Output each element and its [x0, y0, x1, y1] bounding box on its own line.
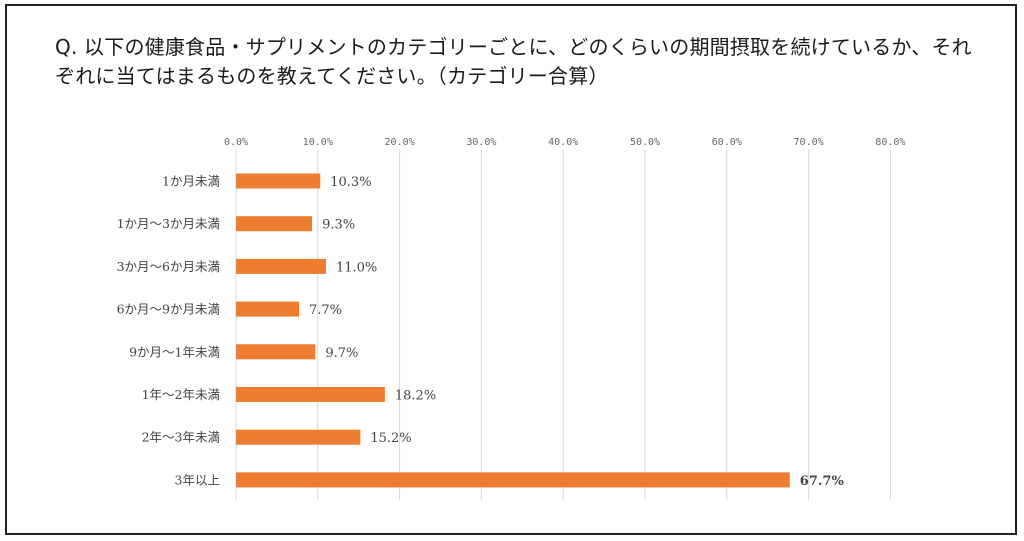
bar [236, 429, 361, 445]
category-label: 2年〜3年未満 [142, 430, 220, 445]
category-label: 1年〜2年未満 [142, 387, 220, 402]
category-label: 3年以上 [175, 472, 220, 487]
x-tick-label: 0.0% [224, 137, 248, 148]
x-tick-label: 80.0% [875, 137, 905, 148]
category-label: 6か月〜9か月未満 [117, 302, 220, 317]
category-label: 1か月未満 [162, 174, 220, 189]
bar [236, 173, 321, 189]
data-label: 15.2% [370, 431, 411, 446]
bar [236, 216, 313, 232]
data-label: 10.3% [330, 175, 371, 190]
x-tick-label: 40.0% [548, 137, 578, 148]
x-tick-label: 30.0% [466, 137, 496, 148]
bar [236, 472, 790, 488]
category-label: 1か月〜3か月未満 [117, 216, 220, 231]
data-label: 9.7% [325, 346, 358, 361]
data-label: 7.7% [309, 303, 342, 318]
bar [236, 387, 385, 402]
question-text: Q. 以下の健康食品・サプリメントのカテゴリーごとに、どのくらいの期間摂取を続け… [55, 35, 972, 88]
bar [236, 301, 299, 317]
data-label: 67.7% [800, 474, 845, 489]
category-label: 3か月〜6か月未満 [117, 259, 220, 274]
x-tick-label: 70.0% [794, 137, 824, 148]
x-tick-label: 50.0% [630, 137, 660, 148]
data-label: 9.3% [322, 218, 355, 233]
x-tick-label: 10.0% [303, 137, 333, 148]
data-label: 11.0% [336, 260, 377, 275]
bar [236, 344, 316, 360]
category-label: 9か月〜1年未満 [129, 344, 220, 359]
chart-frame [5, 4, 1017, 535]
x-tick-label: 20.0% [385, 137, 415, 148]
x-tick-label: 60.0% [712, 137, 742, 148]
bar [236, 258, 326, 274]
data-label: 18.2% [395, 389, 436, 404]
